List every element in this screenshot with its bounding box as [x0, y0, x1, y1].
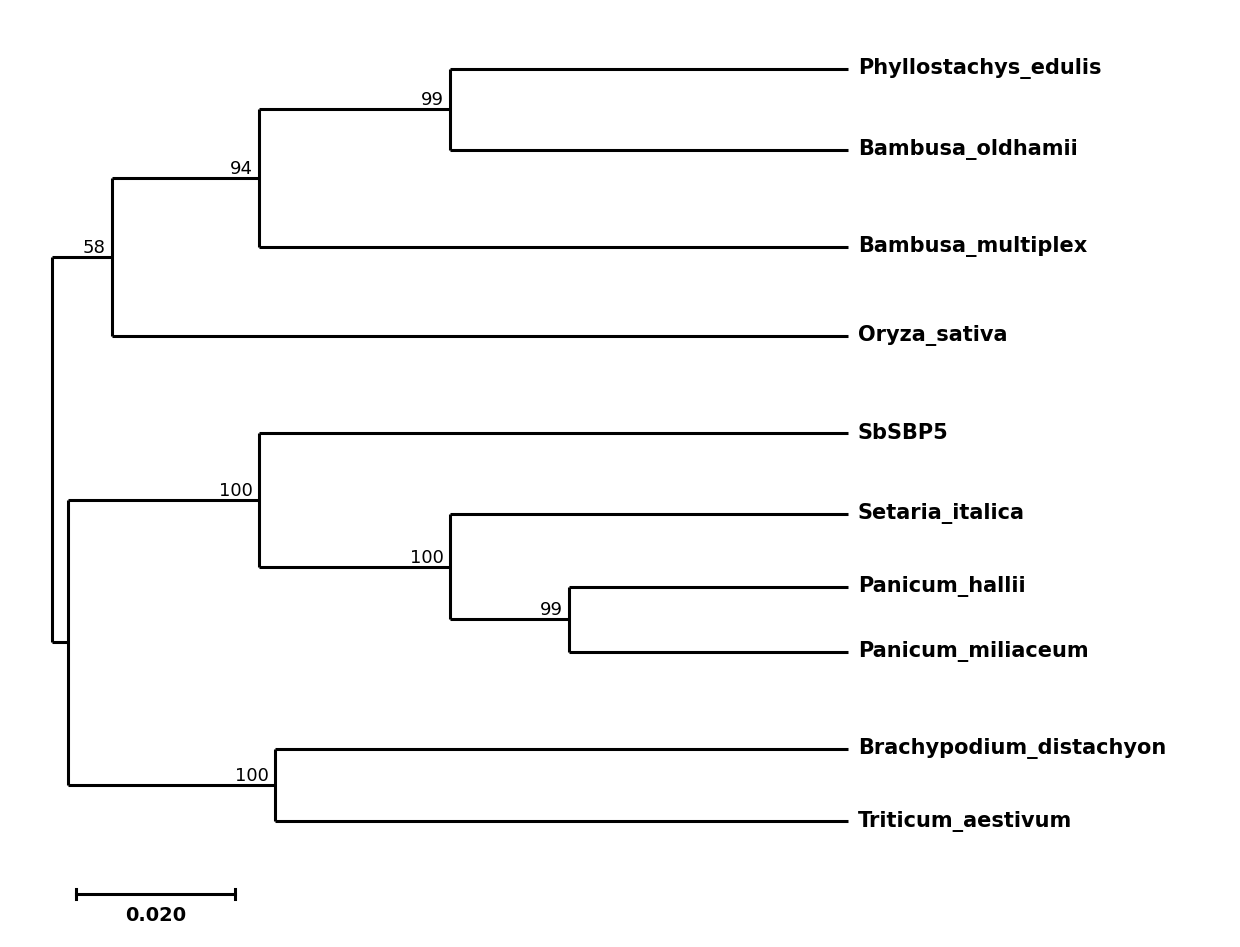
Text: SbSBP5: SbSBP5	[858, 423, 949, 443]
Text: Setaria_italica: Setaria_italica	[858, 504, 1024, 525]
Text: 99: 99	[420, 91, 444, 109]
Text: 100: 100	[234, 767, 269, 785]
Text: 100: 100	[218, 482, 253, 500]
Text: Panicum_hallii: Panicum_hallii	[858, 577, 1025, 598]
Text: 94: 94	[229, 160, 253, 178]
Text: Triticum_aestivum: Triticum_aestivum	[858, 811, 1071, 832]
Text: Phyllostachys_edulis: Phyllostachys_edulis	[858, 59, 1101, 80]
Text: Oryza_sativa: Oryza_sativa	[858, 326, 1007, 347]
Text: Panicum_miliaceum: Panicum_miliaceum	[858, 641, 1089, 662]
Text: Bambusa_oldhamii: Bambusa_oldhamii	[858, 139, 1078, 160]
Text: 100: 100	[409, 548, 444, 566]
Text: Brachypodium_distachyon: Brachypodium_distachyon	[858, 738, 1166, 759]
Text: 99: 99	[541, 601, 563, 619]
Text: 58: 58	[82, 239, 105, 257]
Text: 0.020: 0.020	[125, 906, 186, 925]
Text: Bambusa_multiplex: Bambusa_multiplex	[858, 237, 1087, 258]
